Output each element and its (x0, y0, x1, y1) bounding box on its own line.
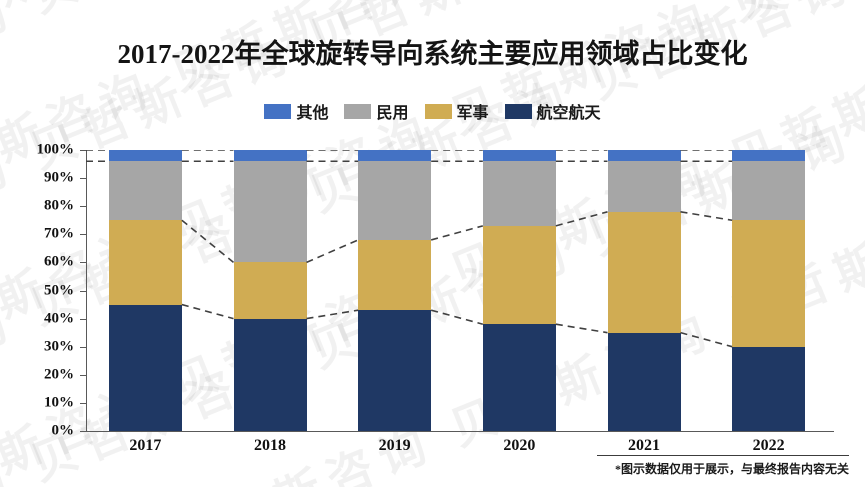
footnote-text: *图示数据仅用于展示，与最终报告内容无关 (614, 462, 849, 476)
bar-segment[interactable] (482, 161, 556, 226)
y-axis-tick-mark (80, 431, 86, 432)
page-title: 2017-2022年全球旋转导向系统主要应用领域占比变化 (117, 39, 748, 69)
y-axis-tick-label: 50% (44, 282, 74, 298)
y-axis-tick-label: 0% (51, 422, 75, 439)
bar-segment[interactable] (732, 150, 806, 162)
bar-segment[interactable] (108, 150, 182, 162)
footnote-divider (597, 455, 849, 456)
y-axis-tick-mark (80, 150, 86, 151)
y-axis-tick-label: 10% (44, 394, 74, 411)
bar-segment[interactable] (482, 150, 556, 162)
legend-item-label: 军事 (456, 105, 489, 122)
legend-swatch-icon (504, 103, 532, 119)
bar-group-2022[interactable] (732, 150, 806, 431)
legend-swatch-icon (344, 103, 372, 119)
legend-item-label: 民用 (376, 105, 409, 122)
y-axis-tick-mark (80, 262, 86, 264)
y-axis-tick-mark (80, 234, 86, 236)
x-axis-tick-label: 2022 (752, 437, 785, 454)
x-axis-line (86, 431, 834, 432)
y-axis-tick-label: 80% (44, 197, 74, 214)
x-axis-tick-label: 2021 (628, 437, 660, 454)
bar-group-2018[interactable] (233, 150, 307, 431)
bar-group-2021[interactable] (607, 150, 681, 431)
x-axis-tick-label: 2018 (254, 437, 286, 454)
y-axis-tick-labels: 100% 90% 80% 70% 60% 50% 40% 30% 20% 10% 0% (14, 141, 75, 439)
bar-segment[interactable] (233, 318, 307, 431)
bar-group-2017[interactable] (108, 150, 182, 431)
y-axis-tick-mark (80, 206, 86, 208)
bar-segment[interactable] (358, 239, 432, 311)
legend-swatch-icon (264, 103, 292, 119)
bar-segment[interactable] (233, 161, 307, 263)
legend-item-other[interactable]: 其他 (264, 99, 328, 123)
y-axis-tick-label: 90% (44, 169, 74, 186)
y-axis-tick-mark (80, 402, 86, 404)
legend-item-military[interactable]: 军事 (424, 99, 489, 123)
bar-segment[interactable] (732, 161, 806, 221)
bar-segment[interactable] (482, 324, 556, 431)
bar-segment[interactable] (358, 310, 432, 431)
bar-segment[interactable] (108, 304, 182, 431)
chart-legend: 其他 民用 军事 航空航天 (0, 99, 865, 123)
y-axis-tick-mark (80, 178, 86, 180)
x-axis-tick-labels: 2017 2018 2019 2020 2021 2022 (86, 437, 834, 461)
bar-segment[interactable] (482, 225, 556, 325)
bar-segment[interactable] (108, 220, 182, 305)
legend-item-aerospace[interactable]: 航空航天 (504, 99, 601, 123)
y-axis-tick-label: 40% (44, 310, 74, 327)
bar-segment[interactable] (607, 332, 681, 431)
legend-item-label: 其他 (296, 105, 329, 122)
legend-swatch-icon (424, 103, 452, 119)
bar-segment[interactable] (607, 161, 681, 212)
bar-segment[interactable] (607, 211, 681, 333)
bar-segment[interactable] (233, 262, 307, 319)
bar-group-2020[interactable] (482, 150, 556, 431)
y-axis-tick-label: 100% (36, 141, 75, 158)
y-axis-tick-label: 60% (44, 253, 74, 270)
bar-segment[interactable] (607, 150, 681, 162)
bar-segment[interactable] (108, 161, 182, 221)
x-axis-tick-label: 2019 (378, 437, 411, 454)
stacked-bars (86, 150, 834, 431)
y-axis-tick-mark (80, 290, 86, 292)
bar-segment[interactable] (233, 150, 307, 162)
legend-item-civil[interactable]: 民用 (344, 99, 409, 123)
y-axis-tick-label: 30% (44, 338, 74, 355)
legend-item-label: 航空航天 (536, 105, 601, 122)
y-axis-tick-label: 20% (44, 366, 74, 383)
bar-group-2019[interactable] (358, 150, 432, 431)
y-axis-tick-label: 70% (44, 225, 74, 242)
bar-segment[interactable] (732, 220, 806, 347)
x-axis-tick-label: 2017 (129, 437, 162, 454)
y-axis-tick-mark (80, 318, 86, 320)
bar-segment[interactable] (732, 346, 806, 431)
bar-segment[interactable] (358, 150, 432, 162)
x-axis-tick-label: 2020 (503, 437, 536, 454)
y-axis-tick-mark (80, 346, 86, 348)
bar-segment[interactable] (358, 161, 432, 240)
y-axis-line (86, 150, 87, 431)
y-axis-tick-mark (80, 374, 86, 376)
